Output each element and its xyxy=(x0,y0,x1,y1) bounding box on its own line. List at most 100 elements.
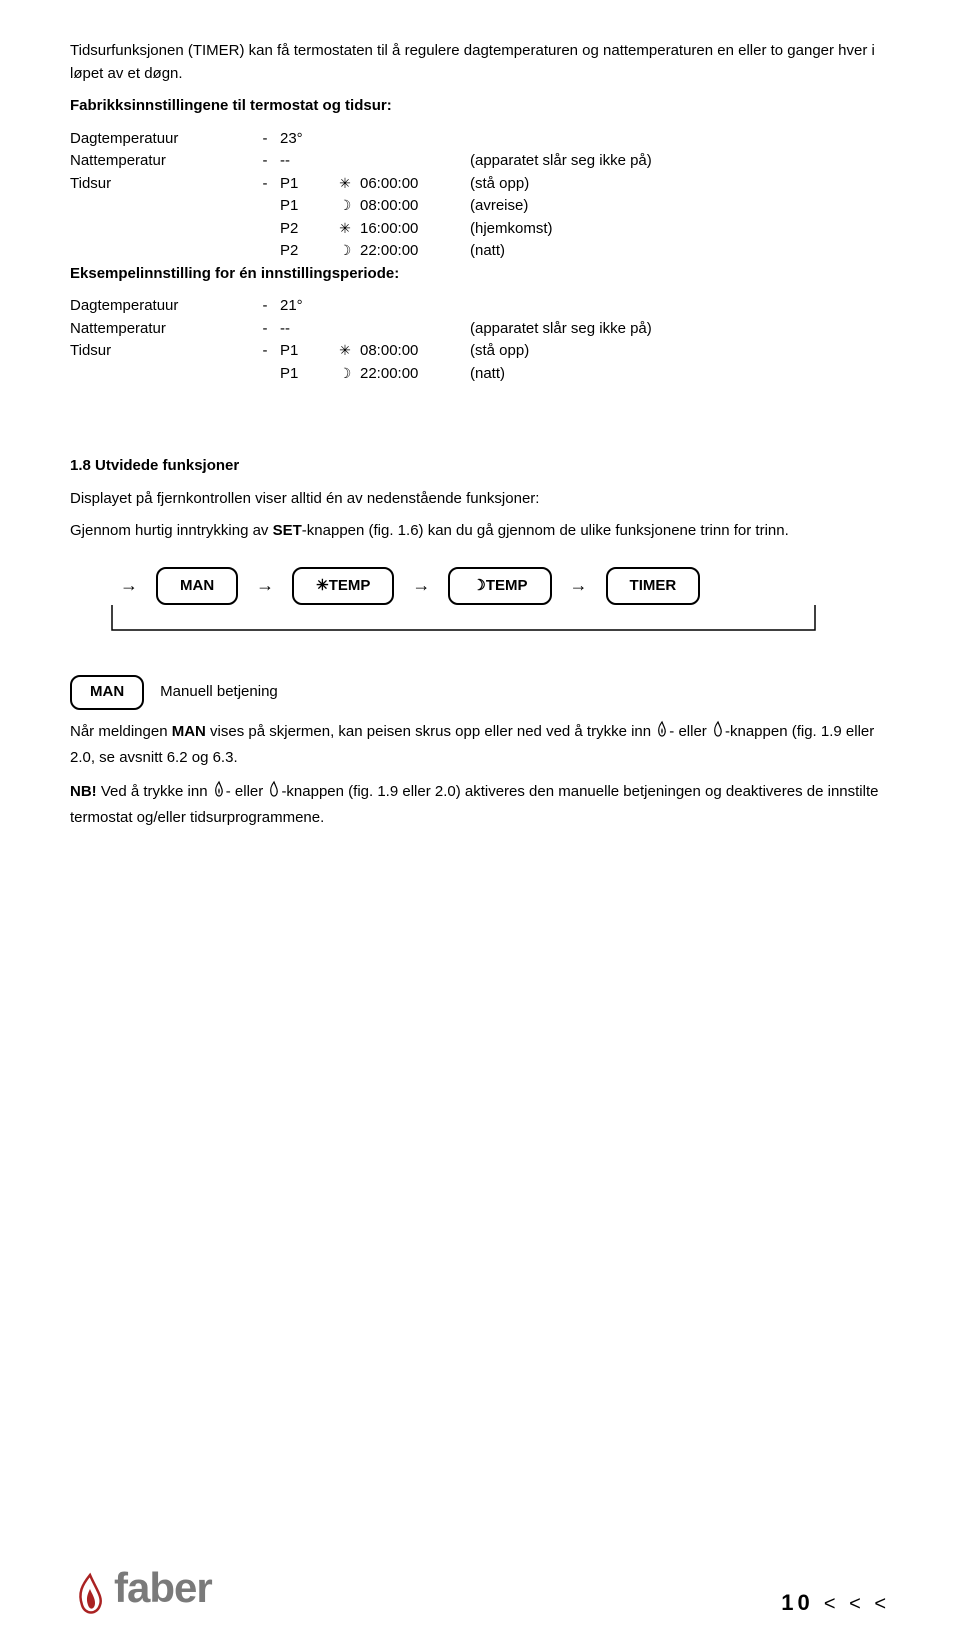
cell: -- xyxy=(280,150,330,173)
section-1-8-heading: 1.8 Utvidede funksjoner xyxy=(70,455,890,478)
moon-icon: ☽ xyxy=(330,195,360,218)
cell xyxy=(330,128,360,151)
flow-suntemp-box: ✳TEMP xyxy=(292,567,394,606)
table-row: P2 ✳ 16:00:00 (hjemkomst) xyxy=(70,218,890,241)
text: - eller xyxy=(226,783,268,800)
flame-up-icon xyxy=(212,780,226,808)
nb-paragraph: NB! Ved å trykke inn - eller -knappen (f… xyxy=(70,780,890,830)
factory-settings-heading: Fabrikksinnstillingene til termostat og … xyxy=(70,95,890,118)
cell: 08:00:00 xyxy=(360,195,470,218)
flame-up-icon xyxy=(655,720,669,748)
arrow-right-icon: → xyxy=(570,572,588,599)
text: Når meldingen xyxy=(70,723,172,740)
cell: P1 xyxy=(280,173,330,196)
cell: Dagtemperatuur xyxy=(70,128,250,151)
manual-paragraph-1: Når meldingen MAN vises på skjermen, kan… xyxy=(70,720,890,770)
cell: 16:00:00 xyxy=(360,218,470,241)
cell xyxy=(360,318,470,341)
table-row: P2 ☽ 22:00:00 (natt) xyxy=(70,240,890,263)
mode-flow-diagram: → MAN → ✳TEMP → ☽TEMP → TIMER xyxy=(70,567,890,646)
cell xyxy=(250,363,280,386)
section-1-8-p2: Gjennom hurtig inntrykking av SET-knappe… xyxy=(70,520,890,543)
cell xyxy=(70,363,250,386)
arrow-right-icon: → xyxy=(412,572,430,599)
flame-down-icon xyxy=(711,720,725,748)
cell xyxy=(250,218,280,241)
cell xyxy=(330,295,360,318)
manual-mode-row: MAN Manuell betjening xyxy=(70,675,890,710)
cell: - xyxy=(250,128,280,151)
cell: - xyxy=(250,173,280,196)
example-settings-table: Dagtemperatuur - 21° Nattemperatur - -- … xyxy=(70,295,890,385)
cell: (hjemkomst) xyxy=(470,218,890,241)
cell xyxy=(470,128,890,151)
factory-settings-table: Dagtemperatuur - 23° Nattemperatur - -- … xyxy=(70,128,890,263)
footer: faber 10 < < < xyxy=(70,1556,890,1619)
section-1-8-p1: Displayet på fjernkontrollen viser allti… xyxy=(70,488,890,511)
sun-icon: ✳ xyxy=(330,218,360,241)
page-arrows: < < < xyxy=(824,1593,890,1615)
text: Gjennom hurtig inntrykking av xyxy=(70,522,273,539)
cell xyxy=(360,295,470,318)
cell: 23° xyxy=(280,128,330,151)
cell: P1 xyxy=(280,363,330,386)
cell xyxy=(70,240,250,263)
table-row: P1 ☽ 22:00:00 (natt) xyxy=(70,363,890,386)
flow-moontemp-box: ☽TEMP xyxy=(448,567,551,606)
manual-mode-box: MAN xyxy=(70,675,144,710)
cell: 22:00:00 xyxy=(360,363,470,386)
cell: Nattemperatur xyxy=(70,150,250,173)
text: vises på skjermen, kan peisen skrus opp … xyxy=(206,723,655,740)
text: -knappen (fig. 1.6) kan du gå gjennom de… xyxy=(302,522,789,539)
faber-flame-icon xyxy=(70,1571,110,1619)
cell xyxy=(470,295,890,318)
cell: - xyxy=(250,340,280,363)
flow-loop-connector xyxy=(70,605,830,645)
arrow-right-icon: → xyxy=(120,572,138,599)
set-button-label: SET xyxy=(273,522,302,539)
cell: -- xyxy=(280,318,330,341)
arrow-right-icon: → xyxy=(256,572,274,599)
manual-mode-label: Manuell betjening xyxy=(160,681,278,704)
flow-man-box: MAN xyxy=(156,567,238,606)
text: Ved å trykke inn xyxy=(97,783,212,800)
document-page: Tidsurfunksjonen (TIMER) kan få termosta… xyxy=(0,0,960,1649)
table-row: Dagtemperatuur - 23° xyxy=(70,128,890,151)
cell: (apparatet slår seg ikke på) xyxy=(470,150,890,173)
page-number-value: 10 xyxy=(781,1590,813,1615)
cell: (avreise) xyxy=(470,195,890,218)
table-row: Tidsur - P1 ✳ 08:00:00 (stå opp) xyxy=(70,340,890,363)
cell: (natt) xyxy=(470,240,890,263)
cell: (apparatet slår seg ikke på) xyxy=(470,318,890,341)
cell: - xyxy=(250,295,280,318)
cell: - xyxy=(250,150,280,173)
cell: P2 xyxy=(280,240,330,263)
cell: (stå opp) xyxy=(470,173,890,196)
table-row: Nattemperatur - -- (apparatet slår seg i… xyxy=(70,318,890,341)
cell xyxy=(330,318,360,341)
man-bold: MAN xyxy=(172,723,206,740)
moon-icon: ☽ xyxy=(330,363,360,386)
cell: P1 xyxy=(280,340,330,363)
cell xyxy=(360,128,470,151)
cell: Tidsur xyxy=(70,173,250,196)
table-row: Tidsur - P1 ✳ 06:00:00 (stå opp) xyxy=(70,173,890,196)
cell: (natt) xyxy=(470,363,890,386)
cell: - xyxy=(250,318,280,341)
cell: (stå opp) xyxy=(470,340,890,363)
cell xyxy=(70,195,250,218)
text: - eller xyxy=(669,723,711,740)
cell: 08:00:00 xyxy=(360,340,470,363)
cell: Nattemperatur xyxy=(70,318,250,341)
table-row: Nattemperatur - -- (apparatet slår seg i… xyxy=(70,150,890,173)
flow-timer-box: TIMER xyxy=(606,567,701,606)
moon-icon: ☽ xyxy=(330,240,360,263)
cell xyxy=(70,218,250,241)
sun-icon: ✳ xyxy=(330,340,360,363)
cell: Tidsur xyxy=(70,340,250,363)
cell: 22:00:00 xyxy=(360,240,470,263)
flame-down-icon xyxy=(267,780,281,808)
intro-paragraph: Tidsurfunksjonen (TIMER) kan få termosta… xyxy=(70,40,890,85)
table-row: P1 ☽ 08:00:00 (avreise) xyxy=(70,195,890,218)
cell: P1 xyxy=(280,195,330,218)
